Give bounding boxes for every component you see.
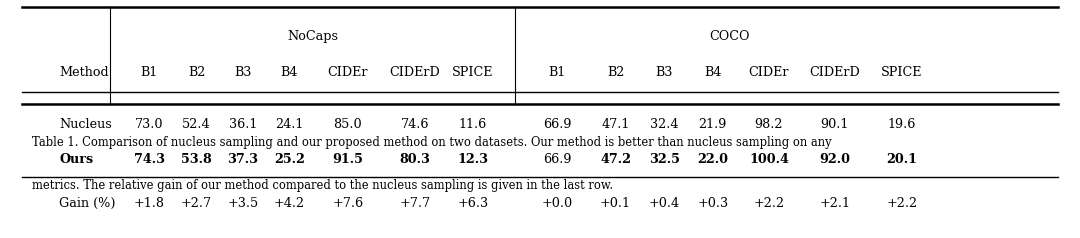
Text: B3: B3 bbox=[656, 66, 673, 79]
Text: 11.6: 11.6 bbox=[459, 119, 487, 131]
Text: 90.1: 90.1 bbox=[821, 119, 849, 131]
Text: CIDErD: CIDErD bbox=[390, 66, 440, 79]
Text: 19.6: 19.6 bbox=[888, 119, 916, 131]
Text: B4: B4 bbox=[281, 66, 298, 79]
Text: 37.3: 37.3 bbox=[228, 153, 258, 166]
Text: 53.8: 53.8 bbox=[181, 153, 212, 166]
Text: 80.3: 80.3 bbox=[400, 153, 430, 166]
Text: B4: B4 bbox=[704, 66, 721, 79]
Text: +0.0: +0.0 bbox=[542, 197, 572, 210]
Text: 74.3: 74.3 bbox=[134, 153, 164, 166]
Text: 12.3: 12.3 bbox=[458, 153, 488, 166]
Text: +7.7: +7.7 bbox=[400, 197, 430, 210]
Text: 24.1: 24.1 bbox=[275, 119, 303, 131]
Text: SPICE: SPICE bbox=[453, 66, 494, 79]
Text: B2: B2 bbox=[188, 66, 205, 79]
Text: 25.2: 25.2 bbox=[274, 153, 305, 166]
Text: 47.2: 47.2 bbox=[600, 153, 631, 166]
Text: Table 1. Comparison of nucleus sampling and our proposed method on two datasets.: Table 1. Comparison of nucleus sampling … bbox=[32, 136, 832, 149]
Text: +0.4: +0.4 bbox=[649, 197, 679, 210]
Text: +0.1: +0.1 bbox=[600, 197, 631, 210]
Text: Nucleus: Nucleus bbox=[59, 119, 112, 131]
Text: 100.4: 100.4 bbox=[750, 153, 788, 166]
Text: 52.4: 52.4 bbox=[183, 119, 211, 131]
Text: NoCaps: NoCaps bbox=[287, 30, 339, 43]
Text: CIDEr: CIDEr bbox=[748, 66, 789, 79]
Text: 66.9: 66.9 bbox=[543, 119, 571, 131]
Text: +2.1: +2.1 bbox=[820, 197, 850, 210]
Text: +2.2: +2.2 bbox=[887, 197, 917, 210]
Text: CIDEr: CIDEr bbox=[327, 66, 368, 79]
Text: +3.5: +3.5 bbox=[228, 197, 258, 210]
Text: +2.7: +2.7 bbox=[181, 197, 212, 210]
Text: B2: B2 bbox=[607, 66, 624, 79]
Text: 66.9: 66.9 bbox=[543, 153, 571, 166]
Text: +1.8: +1.8 bbox=[134, 197, 164, 210]
Text: Gain (%): Gain (%) bbox=[59, 197, 116, 210]
Text: 85.0: 85.0 bbox=[334, 119, 362, 131]
Text: 47.1: 47.1 bbox=[602, 119, 630, 131]
Text: 98.2: 98.2 bbox=[755, 119, 783, 131]
Text: 32.4: 32.4 bbox=[650, 119, 678, 131]
Text: 22.0: 22.0 bbox=[698, 153, 728, 166]
Text: +2.2: +2.2 bbox=[754, 197, 784, 210]
Text: COCO: COCO bbox=[708, 30, 750, 43]
Text: 92.0: 92.0 bbox=[820, 153, 850, 166]
Text: SPICE: SPICE bbox=[881, 66, 922, 79]
Text: 73.0: 73.0 bbox=[135, 119, 163, 131]
Text: CIDErD: CIDErD bbox=[810, 66, 860, 79]
Text: +4.2: +4.2 bbox=[274, 197, 305, 210]
Text: 32.5: 32.5 bbox=[649, 153, 679, 166]
Text: Ours: Ours bbox=[59, 153, 94, 166]
Text: +7.6: +7.6 bbox=[333, 197, 363, 210]
Text: Method: Method bbox=[59, 66, 109, 79]
Text: B1: B1 bbox=[140, 66, 158, 79]
Text: 91.5: 91.5 bbox=[333, 153, 363, 166]
Text: 36.1: 36.1 bbox=[229, 119, 257, 131]
Text: +0.3: +0.3 bbox=[698, 197, 728, 210]
Text: B1: B1 bbox=[549, 66, 566, 79]
Text: 20.1: 20.1 bbox=[887, 153, 917, 166]
Text: B3: B3 bbox=[234, 66, 252, 79]
Text: 74.6: 74.6 bbox=[401, 119, 429, 131]
Text: 21.9: 21.9 bbox=[699, 119, 727, 131]
Text: metrics. The relative gain of our method compared to the nucleus sampling is giv: metrics. The relative gain of our method… bbox=[32, 179, 613, 192]
Text: +6.3: +6.3 bbox=[458, 197, 488, 210]
